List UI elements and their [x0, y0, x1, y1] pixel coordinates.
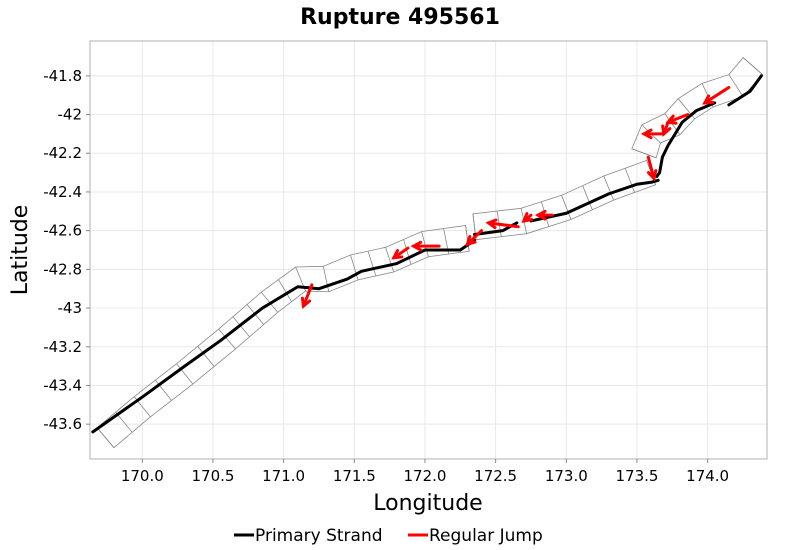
fault-section-divider — [582, 185, 593, 210]
fault-section-divider — [728, 74, 744, 97]
fault-section-divider — [197, 346, 215, 367]
x-tick-label: 173.5 — [615, 467, 658, 485]
y-tick-label: -42.2 — [43, 144, 82, 162]
y-tick-label: -42 — [58, 106, 83, 124]
x-tick-label: 172.0 — [403, 467, 446, 485]
x-tick-label: 174.0 — [686, 467, 729, 485]
regular-jump-arrow — [534, 209, 554, 221]
fault-section-divider — [218, 328, 236, 350]
y-tick-label: -41.8 — [43, 67, 82, 85]
fault-section-divider — [367, 251, 377, 277]
fault-section-divider — [96, 427, 115, 448]
y-tick-label: -42.8 — [43, 260, 82, 278]
fault-section-outline — [631, 57, 764, 159]
fault-section-outline — [472, 159, 657, 241]
regular-jump-arrow — [300, 283, 314, 310]
x-tick-label: 170.5 — [191, 467, 234, 485]
fault-section-divider — [403, 239, 412, 265]
fault-section-divider — [631, 148, 657, 159]
primary-strand-segment — [529, 178, 660, 223]
regular-jump-arrow — [391, 246, 410, 260]
fault-section-divider — [232, 316, 250, 337]
chart-title: Rupture 495561 — [300, 5, 500, 30]
y-tick-label: -43.4 — [43, 376, 82, 394]
legend: Primary Strand Regular Jump — [234, 526, 543, 546]
primary-strand-segment — [727, 74, 763, 107]
legend-label-primary-strand: Primary Strand — [255, 526, 383, 546]
x-tick-label: 172.5 — [474, 467, 517, 485]
fault-section-divider — [278, 279, 292, 302]
fault-section-divider — [176, 363, 194, 385]
fault-section-divider — [742, 57, 763, 76]
regular-jump-arrow — [702, 85, 731, 105]
fault-section-divider — [421, 231, 429, 257]
x-tick-label: 170.0 — [121, 467, 164, 485]
primary-strand-segment — [655, 101, 717, 178]
regular-jump-arrow — [661, 120, 672, 137]
y-tick-label: -42.6 — [43, 222, 82, 240]
x-axis-label: Longitude — [373, 491, 482, 516]
fault-section-divider — [465, 225, 470, 252]
regular-jump-arrow — [465, 229, 484, 247]
fault-section-outlines — [96, 57, 764, 449]
y-tick-label: -42.4 — [43, 183, 82, 201]
fault-section-divider — [603, 175, 615, 201]
y-tick-label: -43.6 — [43, 415, 82, 433]
x-tick-label: 171.0 — [262, 467, 305, 485]
primary-strand-lines — [91, 74, 763, 434]
x-axis-ticks: 170.0 170.5 171.0 171.5 172.0 172.5 173.0 173.5… — [121, 459, 729, 485]
regular-jump-arrow — [521, 212, 534, 223]
regular-jump-arrow — [646, 155, 658, 182]
regular-jump-arrow — [485, 218, 520, 230]
regular-jump-arrow — [410, 240, 441, 252]
y-axis-ticks: -41.8 -42 -42.2 -42.4 -42.6 -42.8 -43 -43.2 -43.… — [43, 67, 90, 433]
primary-strand-segment — [91, 238, 476, 434]
plot-frame — [89, 40, 768, 460]
fault-section-divider — [624, 168, 635, 193]
y-tick-label: -43 — [58, 299, 83, 317]
fault-section-divider — [385, 247, 395, 273]
y-axis-label: Latitude — [8, 205, 33, 296]
fault-section-divider — [155, 379, 172, 401]
x-tick-label: 171.5 — [333, 467, 376, 485]
regular-jump-arrow — [640, 128, 666, 140]
x-tick-label: 173.0 — [545, 467, 588, 485]
regular-jump-arrows — [300, 85, 731, 310]
fault-section-divider — [561, 195, 572, 220]
fault-section-divider — [322, 266, 330, 292]
legend-label-regular-jump: Regular Jump — [429, 526, 543, 546]
y-tick-label: -43.2 — [43, 338, 82, 356]
fault-section-divider — [350, 254, 359, 280]
